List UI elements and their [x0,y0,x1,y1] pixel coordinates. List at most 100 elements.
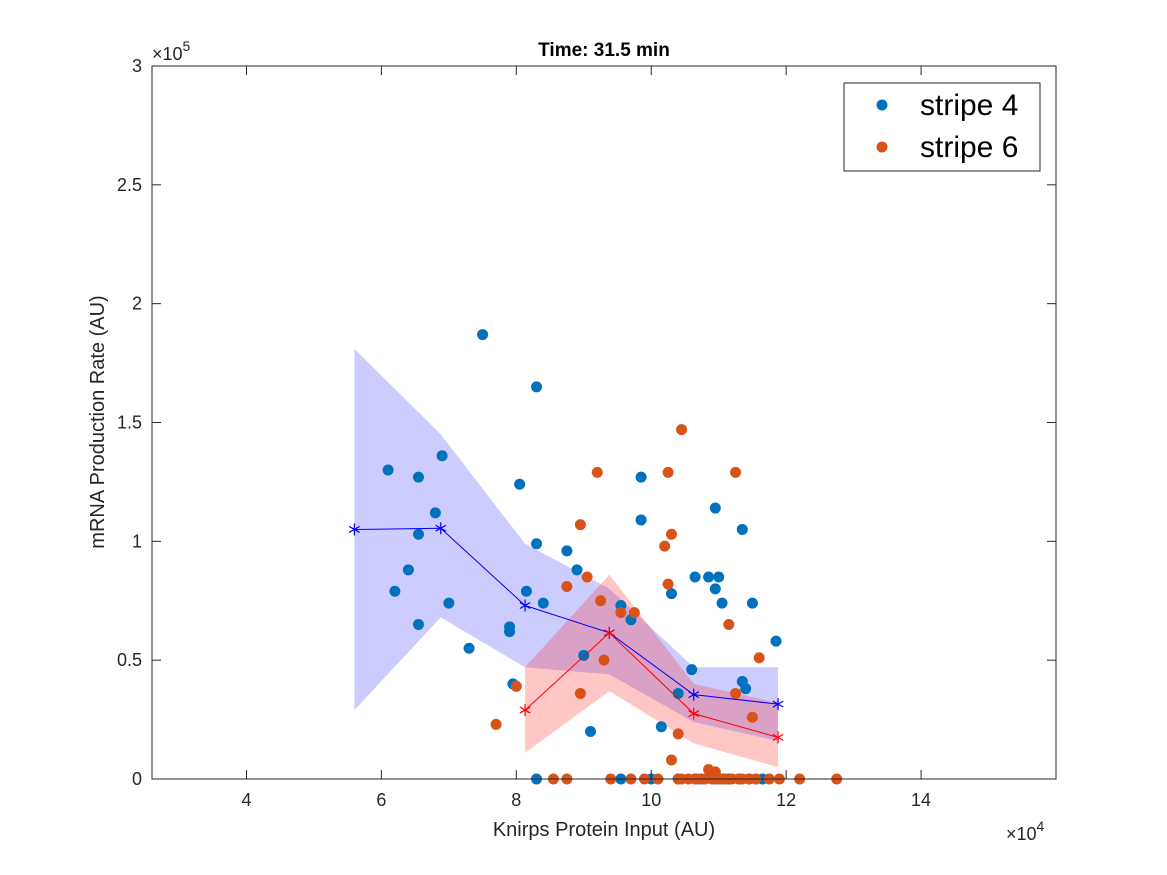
y-tick-label: 3 [132,56,142,76]
point-stripe-4 [429,507,441,519]
point-stripe-6 [662,466,674,478]
point-stripe-4 [713,571,725,583]
y-tick-label: 0 [132,769,142,789]
point-stripe-6 [561,580,573,592]
x-tick-label: 4 [241,790,251,810]
point-stripe-4 [635,514,647,526]
x-tick-label: 8 [511,790,521,810]
x-axis-ticks: 4 6 8 10 12 14 [241,66,931,810]
point-stripe-6 [672,728,684,740]
point-stripe-4 [686,664,698,676]
point-stripe-6 [659,540,671,552]
point-stripe-4 [736,523,748,535]
point-stripe-4 [635,471,647,483]
point-stripe-6 [628,607,640,619]
legend-marker-stripe-4 [876,99,888,111]
binned-mean-lines [348,522,784,744]
point-stripe-6 [730,466,742,478]
x-tick-label: 12 [776,790,796,810]
point-stripe-4 [443,597,455,609]
point-stripe-4 [672,687,684,699]
mean-marker-2 [688,707,700,720]
point-stripe-6 [665,528,677,540]
point-stripe-4 [531,538,543,550]
point-stripe-6 [676,424,688,436]
point-stripe-4 [703,571,715,583]
point-stripe-4 [412,528,424,540]
mean-line-2 [524,632,779,738]
point-stripe-4 [436,450,448,462]
point-stripe-4 [514,478,526,490]
x-axis-label: Knirps Protein Input (AU) [493,819,715,841]
y-axis-label: mRNA Production Rate (AU) [87,295,109,548]
point-stripe-4 [402,564,414,576]
point-stripe-6 [753,652,765,664]
confidence-band-2 [525,574,779,768]
point-stripe-4 [463,642,475,654]
y-axis-ticks: 0 0.5 1 1.5 2 2.5 3 [117,56,1056,789]
x-tick-label: 6 [376,790,386,810]
mean-marker-2 [603,626,615,639]
y-exponent-power: 5 [183,38,191,54]
point-stripe-4 [746,597,758,609]
mean-line-1 [354,527,779,705]
point-stripe-4 [655,721,667,733]
point-stripe-6 [662,578,674,590]
point-stripe-4 [709,583,721,595]
point-stripe-6 [723,619,735,631]
point-stripe-6 [581,571,593,583]
mean-marker-1 [688,688,700,701]
mean-marker-2 [772,731,784,744]
point-stripe-4 [740,683,752,695]
y-axis-exponent: ×105 [152,38,191,64]
point-stripe-6 [730,687,742,699]
point-stripe-6 [591,466,603,478]
x-exponent-base: ×10 [1006,824,1037,844]
point-stripe-6 [490,718,502,730]
point-stripe-4 [537,597,549,609]
y-tick-label: 1 [132,531,142,551]
x-exponent-power: 4 [1037,818,1045,834]
point-stripe-4 [709,502,721,514]
point-stripe-6 [510,680,522,692]
mean-marker-1 [519,599,531,612]
y-tick-label: 0.5 [117,650,142,670]
y-tick-label: 1.5 [117,413,142,433]
x-axis-exponent: ×104 [1006,818,1045,844]
point-stripe-4 [382,464,394,476]
point-stripe-6 [598,654,610,666]
mean-marker-1 [772,698,784,711]
mean-marker-2 [519,704,531,717]
y-exponent-base: ×10 [152,44,183,64]
point-stripe-4 [665,588,677,600]
point-stripe-6 [574,519,586,531]
point-stripe-4 [561,545,573,557]
point-stripe-4 [571,564,583,576]
point-stripe-6 [574,687,586,699]
legend: stripe 4 stripe 6 [843,82,1041,172]
point-stripe-4 [689,571,701,583]
confidence-bands [354,348,779,768]
point-stripe-4 [520,585,532,597]
point-stripe-4 [531,381,543,393]
point-stripe-4 [477,329,489,341]
chart-title: Time: 31.5 min [538,40,670,61]
y-tick-label: 2 [132,294,142,314]
data-points [382,329,843,785]
x-tick-label: 10 [641,790,661,810]
point-stripe-6 [615,607,627,619]
point-stripe-4 [716,597,728,609]
point-stripe-4 [412,471,424,483]
point-stripe-6 [595,595,607,607]
mean-marker-1 [435,522,447,535]
point-stripe-4 [412,619,424,631]
mean-marker-1 [348,523,360,536]
legend-label-stripe-4: stripe 4 [920,89,1018,122]
point-stripe-6 [665,754,677,766]
confidence-band-1 [354,348,779,741]
x-tick-label: 14 [911,790,931,810]
point-stripe-4 [504,621,516,633]
legend-marker-stripe-6 [876,141,888,153]
legend-label-stripe-6: stripe 6 [920,131,1018,164]
